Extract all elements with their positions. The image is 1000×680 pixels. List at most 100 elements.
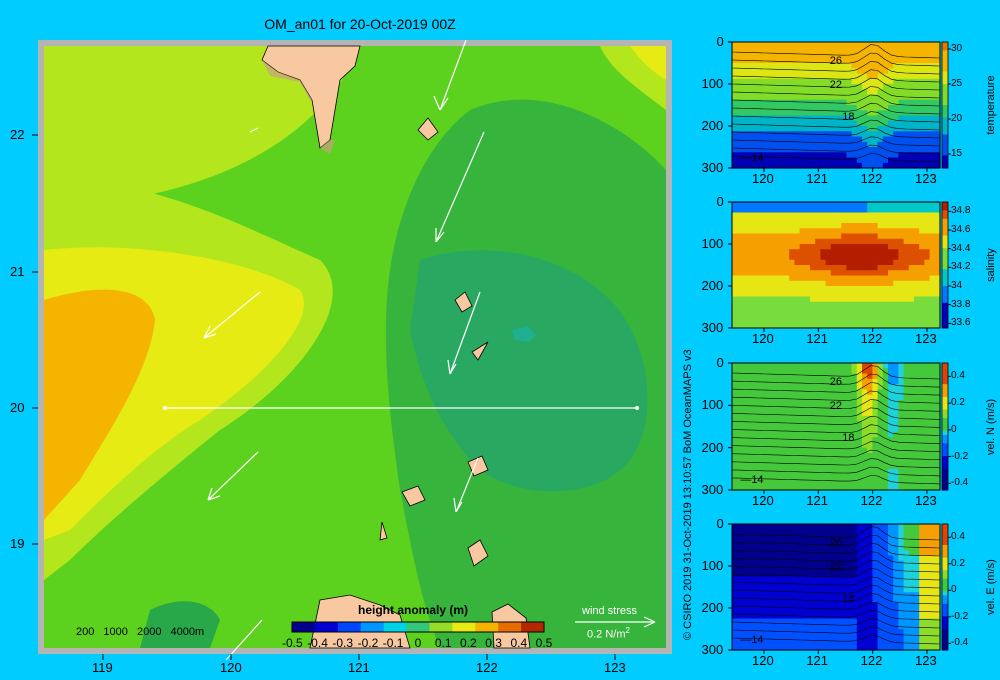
field-cell [882,52,889,59]
field-cell [836,110,842,117]
field-cell [846,571,853,578]
field-cell [732,84,738,90]
field-cell [778,421,785,428]
field-cell [747,608,754,614]
field-cell [763,47,769,54]
field-cell [856,275,863,282]
field-cell [841,368,847,375]
field-cell [893,207,899,214]
field-cell [882,566,889,572]
field-cell [877,597,884,604]
field-cell [778,99,785,106]
colorbar-cell [337,622,362,632]
field-cell [862,162,868,169]
field-cell [752,576,759,583]
field-cell [737,57,743,64]
field-cell [919,301,925,308]
field-cell [893,307,899,313]
field-cell [929,286,936,292]
field-cell [820,629,827,635]
field-cell [758,249,764,256]
field-cell [768,368,775,375]
field-cell [773,217,780,224]
isotherm-line [731,458,941,469]
field-cell [747,249,754,256]
field-cell [846,157,853,164]
field-cell [768,157,775,164]
colorbar-cell [942,88,948,93]
field-cell [778,571,785,578]
field-cell [898,468,905,475]
field-cell [732,468,738,475]
field-cell [919,212,925,219]
field-cell [810,608,816,614]
field-cell [893,152,899,159]
field-cell [820,389,827,396]
field-cell [856,152,863,159]
field-cell [804,442,811,449]
field-cell [768,162,775,169]
field-cell [929,105,936,111]
field-cell [908,307,915,313]
field-cell [893,634,899,641]
field-cell [877,394,884,401]
field-cell [856,363,863,369]
field-cell [758,270,764,277]
field-cell [778,534,785,541]
field-cell [836,602,842,609]
field-cell [778,73,785,80]
field-cell [758,468,764,475]
field-cell [893,623,899,630]
field-cell [851,452,858,459]
field-cell [794,431,801,438]
field-cell [908,78,915,85]
field-cell [929,126,936,132]
field-cell [841,644,847,651]
field-cell [820,426,827,433]
field-cell [882,317,889,324]
field-cell [867,131,873,138]
field-cell [799,389,806,396]
field-cell [752,524,759,530]
field-cell [856,581,863,588]
field-cell [872,581,879,588]
field-cell [903,468,910,475]
field-cell [846,307,853,313]
field-cell [784,539,790,546]
field-cell [742,52,749,59]
colorbar-cell [942,426,948,432]
field-cell [841,131,847,138]
field-cell [919,259,925,266]
field-cell [903,131,910,138]
field-cell [841,410,847,417]
field-cell [856,84,863,90]
field-cell [742,415,749,422]
field-cell [794,474,801,481]
field-cell [810,484,816,491]
field-cell [773,576,780,583]
field-cell [934,608,941,614]
field-cell [836,254,842,261]
field-cell [830,400,837,406]
field-cell [773,322,780,329]
field-cell [810,555,816,562]
field-cell [820,291,827,298]
plot-frame [731,362,941,491]
field-cell [882,426,889,433]
field-cell [934,228,941,235]
field-cell [836,115,842,122]
field-cell [934,212,941,219]
field-cell [804,275,811,282]
field-cell [794,73,801,80]
field-cell [919,89,925,96]
field-cell [836,571,842,578]
field-cell [893,270,899,277]
field-cell [789,479,795,486]
section-y-tick: 100 [701,76,724,91]
field-cell [934,280,941,287]
field-cell [742,212,749,219]
field-cell [758,152,764,159]
field-cell [778,479,785,486]
field-cell [856,442,863,449]
field-cell [747,639,754,646]
